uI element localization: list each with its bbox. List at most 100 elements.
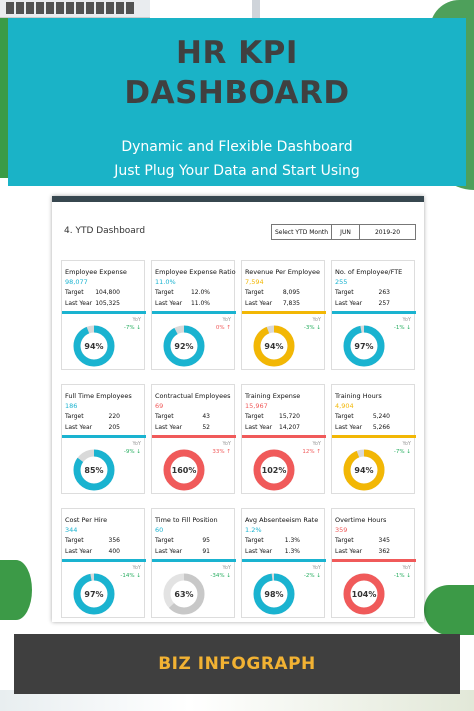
kpi-target-label: Target [65,413,84,420]
kpi-yoy-change: -1% ↓ [393,573,411,579]
kpi-donut-chart: 94% [343,449,385,491]
kpi-target-value: 12.0% [190,289,210,296]
kpi-target-row: Target 220 [65,413,120,420]
ytd-selector-label: Select YTD Month [272,225,332,239]
kpi-target-label: Target [155,413,174,420]
kpi-color-bar [152,311,236,314]
kpi-target-label: Target [335,537,354,544]
kpi-target-value: 43 [202,413,210,420]
kpi-donut-chart: 92% [163,325,205,367]
kpi-card: Employee Expense 98,077 Target 104,800 Last … [61,260,146,370]
banner-title-line1: HR KPI [176,35,298,71]
kpi-donut-chart: 85% [73,449,115,491]
kpi-color-bar [152,559,236,562]
kpi-yoy-label: YoY [222,441,231,447]
kpi-value: 7,594 [245,278,264,286]
kpi-yoy-label: YoY [132,441,141,447]
kpi-last-year-label: Last Year [245,548,273,555]
desk-bottom-photo [0,690,474,711]
kpi-last-year-value: 52 [202,424,210,431]
kpi-last-year-label: Last Year [245,424,273,431]
kpi-yoy-label: YoY [402,317,411,323]
kpi-color-bar [152,435,236,438]
kpi-value: 60 [155,526,164,534]
kpi-name: Contractual Employees [155,392,231,400]
kpi-target-row: Target 104,800 [65,289,120,296]
kpi-color-bar [62,435,146,438]
kpi-last-year-value: 257 [378,300,390,307]
kpi-yoy-change: -3% ↓ [303,325,321,331]
kpi-card: Contractual Employees 69 Target 43 Last Year… [151,384,236,494]
kpi-name: Full Time Employees [65,392,132,400]
kpi-target-value: 104,800 [95,289,120,296]
plant-leaf-bottom-left [0,560,32,620]
kpi-target-row: Target 15,720 [245,413,300,420]
kpi-last-year-label: Last Year [245,300,273,307]
kpi-yoy-change: -9% ↓ [123,449,141,455]
kpi-target-row: Target 5,240 [335,413,390,420]
kpi-card: Overtime Hours 359 Target 345 Last Year 362 Yo… [331,508,416,618]
kpi-name: Training Hours [335,392,382,400]
kpi-target-value: 263 [378,289,390,296]
donut-arc [73,449,115,491]
kpi-card: Full Time Employees 186 Target 220 Last Year… [61,384,146,494]
kpi-target-row: Target 95 [155,537,210,544]
donut-arc [343,573,385,615]
kpi-name: Time to Fill Position [155,516,218,524]
kpi-target-row: Target 12.0% [155,289,210,296]
kpi-last-year-label: Last Year [155,300,183,307]
kpi-last-year-row: Last Year 400 [65,548,120,555]
kpi-color-bar [242,559,326,562]
donut-arc [253,449,295,491]
donut-arc [73,573,115,615]
donut-percent-label: 92% [174,342,193,351]
ytd-month-dropdown[interactable]: JUN [332,225,360,239]
kpi-last-year-value: 362 [378,548,390,555]
kpi-last-year-value: 91 [202,548,210,555]
plant-leaf-top-left [0,18,10,178]
kpi-name: Training Expense [245,392,301,400]
kpi-donut-chart: 102% [253,449,295,491]
banner-subtitle-line1: Dynamic and Flexible Dashboard [121,139,353,155]
donut-arc [343,325,385,367]
kpi-last-year-row: Last Year 5,266 [335,424,390,431]
ytd-year-value: 2019-20 [374,228,401,236]
kpi-value: 344 [65,526,78,534]
kpi-last-year-row: Last Year 52 [155,424,210,431]
kpi-last-year-label: Last Year [65,548,93,555]
kpi-target-label: Target [335,413,354,420]
kpi-color-bar [332,435,416,438]
kpi-name: Overtime Hours [335,516,387,524]
kpi-yoy-label: YoY [312,317,321,323]
donut-percent-label: 94% [264,342,283,351]
donut-percent-label: 97% [354,342,373,351]
ytd-month-selector[interactable]: Select YTD Month JUN 2019-20 [271,224,416,240]
kpi-yoy-label: YoY [312,441,321,447]
kpi-color-bar [242,435,326,438]
donut-percent-label: 97% [84,590,103,599]
kpi-value: 11.0% [155,278,176,286]
kpi-value: 1.2% [245,526,262,534]
kpi-yoy-change: -34% ↓ [210,573,231,579]
kpi-yoy-change: -7% ↓ [393,449,411,455]
kpi-name: Employee Expense Ratio [155,268,236,276]
kpi-last-year-value: 7,835 [282,300,300,307]
kpi-value: 255 [335,278,348,286]
kpi-last-year-value: 105,325 [95,300,120,307]
kpi-value: 69 [155,402,164,410]
donut-percent-label: 102% [262,466,287,475]
kpi-yoy-change: 0% ↑ [215,325,231,331]
kpi-yoy-change: 12% ↑ [302,449,321,455]
kpi-target-row: Target 356 [65,537,120,544]
kpi-last-year-label: Last Year [335,424,363,431]
kpi-name: Avg Absenteeism Rate [245,516,319,524]
kpi-target-label: Target [155,289,174,296]
kpi-card: Training Expense 15,967 Target 15,720 Last Y… [241,384,326,494]
kpi-last-year-label: Last Year [65,300,93,307]
donut-arc [343,449,385,491]
kpi-target-label: Target [65,289,84,296]
brand-name: BIZ INFOGRAPH [158,654,316,674]
plant-leaf-bottom-right [424,585,474,635]
kpi-target-row: Target 8,095 [245,289,300,296]
kpi-last-year-label: Last Year [155,548,183,555]
